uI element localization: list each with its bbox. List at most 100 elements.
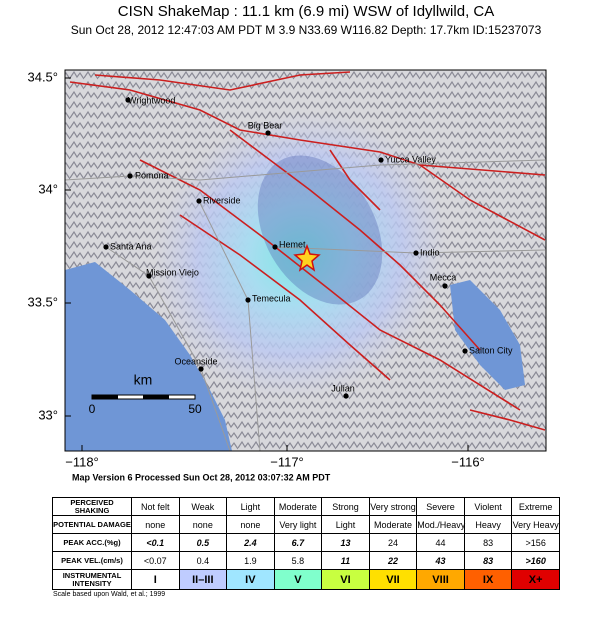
city-label: Temecula (252, 293, 291, 303)
city-dot (413, 250, 419, 256)
table-cell: Mod./Heavy (416, 515, 465, 534)
intensity-scale-table: PERCEIVED SHAKING Not felt Weak Light Modera… (52, 497, 560, 590)
faults (69, 71, 546, 431)
table-cell: Severe (416, 497, 465, 516)
city-label: Salton City (469, 345, 513, 355)
city-dot (146, 273, 152, 279)
table-cell: 1.9 (226, 551, 275, 570)
table-cell: VI (321, 569, 370, 590)
table-cell: none (131, 515, 180, 534)
city-label: Oceanside (174, 356, 217, 366)
ocean (65, 262, 232, 451)
city-dot (127, 173, 133, 179)
table-cell: none (226, 515, 275, 534)
terrain-shade (257, 155, 383, 305)
table-cell: I (131, 569, 180, 590)
table-cell: Very strong (368, 497, 418, 516)
table-row: PEAK VEL.(cm/s) <0.07 0.4 1.9 5.8 11 22 43 83 >16… (52, 551, 560, 570)
table-cell: II–III (178, 569, 228, 590)
shakemap: CISN ShakeMap : 11.1 km (6.9 mi) WSW of … (27, 3, 547, 482)
city-label: Yucca Valley (385, 154, 436, 164)
scale-bar: km 0 50 (89, 372, 202, 416)
table-cell: >160 (511, 551, 560, 570)
table-cell: none (178, 515, 228, 534)
table-cell: 44 (416, 533, 465, 552)
table-cell: 2.4 (226, 533, 275, 552)
city-dot (196, 198, 202, 204)
scale-bar-segment (92, 395, 118, 399)
city-label: Mission Viejo (146, 267, 199, 277)
lat-tick-label: 34° (38, 181, 58, 196)
table-row: POTENTIAL DAMAGE none none none Very light Li… (52, 515, 560, 534)
scale-tick: 0 (89, 402, 96, 416)
table-cell: X+ (511, 569, 560, 590)
city-label: Riverside (203, 195, 241, 205)
table-cell: Moderate (273, 497, 323, 516)
table-row: PEAK ACC.(%g) <0.1 0.5 2.4 6.7 13 24 44 83 >156 (52, 533, 560, 552)
table-cell: 5.8 (273, 551, 323, 570)
table-cell: Very light (273, 515, 323, 534)
table-cell: V (273, 569, 323, 590)
map-frame (64, 69, 547, 452)
city-dot (245, 297, 251, 303)
version-note: Map Version 6 Processed Sun Oct 28, 2012… (72, 472, 331, 482)
table-cell: VIII (416, 569, 465, 590)
city-label: Santa Ana (110, 241, 152, 251)
city-dot (378, 157, 384, 163)
city-label: Big Bear (248, 120, 283, 130)
table-cell: 6.7 (273, 533, 323, 552)
table-cell: Not felt (131, 497, 180, 516)
city-dot (198, 366, 204, 372)
row-header: PEAK ACC.(%g) (52, 533, 132, 552)
row-header: PEAK VEL.(cm/s) (52, 551, 132, 570)
title: CISN ShakeMap : 11.1 km (6.9 mi) WSW of … (118, 3, 495, 20)
table-cell: 0.5 (178, 533, 228, 552)
table-cell: Violent (463, 497, 513, 516)
city-label: Hemet (279, 239, 306, 249)
table-cell: <0.07 (131, 551, 180, 570)
table-cell: 22 (368, 551, 418, 570)
row-header: POTENTIAL DAMAGE (52, 515, 132, 534)
table-cell: 0.4 (178, 551, 228, 570)
table-cell: <0.1 (131, 533, 180, 552)
table-cell: Very Heavy (511, 515, 560, 534)
table-cell: 24 (368, 533, 418, 552)
city-dot (462, 348, 468, 354)
table-cell: Moderate (368, 515, 418, 534)
lat-tick-label: 33.5° (27, 294, 58, 309)
city-dot (125, 97, 131, 103)
table-cell: 83 (463, 551, 513, 570)
city-label: Wrightwood (128, 95, 175, 105)
table-cell: Extreme (511, 497, 560, 516)
table-cell: VII (368, 569, 418, 590)
lat-tick-label: 33° (38, 407, 58, 422)
city-dot (343, 393, 349, 399)
city-dot (442, 283, 448, 289)
subtitle: Sun Oct 28, 2012 12:47:03 AM PDT M 3.9 N… (71, 23, 542, 37)
salton-sea (450, 280, 525, 390)
table-row: INSTRUMENTAL INTENSITY I II–III IV V VI VII VII… (52, 569, 560, 590)
footer: Scale based upon Wald, et al.; 1999 (53, 591, 166, 598)
city-label: Indio (420, 247, 440, 257)
city-dot (272, 244, 278, 250)
scale-tick: 50 (188, 402, 202, 416)
table-cell: Light (321, 515, 370, 534)
table-cell: 43 (416, 551, 465, 570)
city-label: Julian (331, 383, 355, 393)
lon-tick-label: −116° (451, 454, 485, 469)
table-cell: IV (226, 569, 275, 590)
table-row: PERCEIVED SHAKING Not felt Weak Light Modera… (52, 497, 560, 516)
table-cell: Light (226, 497, 275, 516)
table-cell: Heavy (463, 515, 513, 534)
table-cell: 13 (321, 533, 370, 552)
table-cell: IX (463, 569, 513, 590)
table-cell: >156 (511, 533, 560, 552)
scale-unit: km (134, 372, 153, 388)
table-cell: 83 (463, 533, 513, 552)
epicenter (293, 243, 321, 272)
city-dot (103, 244, 109, 250)
table-cell: Weak (178, 497, 228, 516)
lat-tick-label: 34.5° (27, 69, 58, 84)
table-cell: 11 (321, 551, 370, 570)
